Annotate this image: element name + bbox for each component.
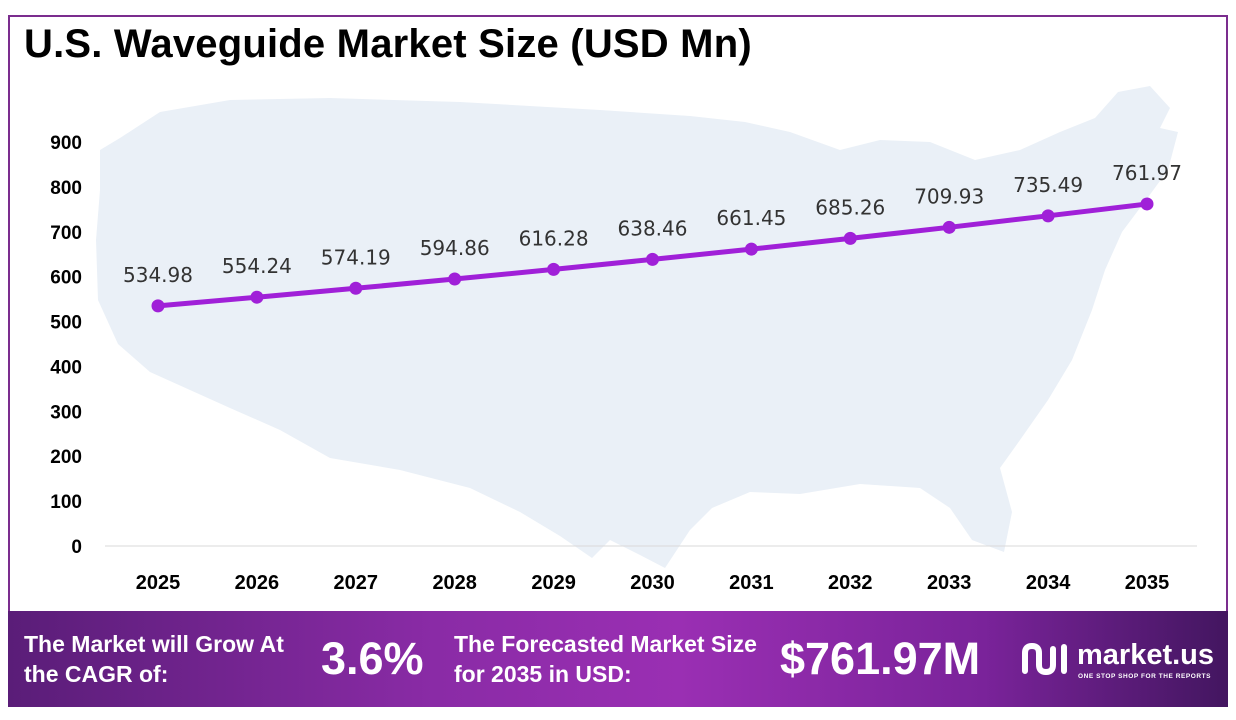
x-tick-label: 2028 [432, 572, 477, 594]
market-us-logo-icon [1022, 642, 1067, 676]
data-label: 638.46 [618, 216, 688, 240]
y-tick-label: 600 [50, 268, 82, 289]
data-point [744, 242, 758, 256]
y-tick-label: 400 [50, 357, 82, 378]
data-point [250, 290, 264, 304]
y-tick-label: 800 [50, 178, 82, 199]
data-label: 685.26 [815, 195, 885, 219]
y-tick-label: 300 [50, 402, 82, 423]
data-label: 709.93 [914, 184, 984, 208]
y-axis-ticks: 0 100 200 300 400 500 600 700 800 900 [50, 133, 82, 558]
x-tick-label: 2034 [1026, 572, 1071, 594]
data-label: 594.86 [420, 236, 490, 260]
x-axis-ticks: 2025 2026 2027 2028 2029 2030 2031 2032 2033 2034… [136, 572, 1170, 594]
us-map-background [96, 86, 1178, 568]
y-tick-label: 100 [50, 492, 82, 513]
x-tick-label: 2030 [630, 572, 675, 594]
series-markers [151, 197, 1154, 313]
data-label: 574.19 [321, 245, 391, 269]
cagr-value: 3.6% [321, 633, 424, 684]
data-label: 616.28 [519, 226, 589, 250]
x-tick-label: 2032 [828, 572, 873, 594]
x-tick-label: 2035 [1125, 572, 1170, 594]
cagr-text: The Market will Grow At the CAGR of: [24, 631, 284, 687]
x-tick-label: 2031 [729, 572, 774, 594]
data-point [151, 299, 165, 313]
forecast-text: The Forecasted Market Size for 2035 in U… [454, 631, 757, 687]
data-label: 761.97 [1112, 161, 1182, 185]
y-tick-label: 900 [50, 133, 82, 154]
y-tick-label: 200 [50, 447, 82, 468]
data-point [448, 272, 462, 286]
summary-banner: The Market will Grow At the CAGR of: 3.6… [8, 611, 1228, 707]
data-label: 534.98 [123, 263, 193, 287]
data-point [843, 231, 857, 245]
y-tick-label: 0 [71, 537, 82, 558]
x-tick-label: 2026 [235, 572, 280, 594]
x-tick-label: 2025 [136, 572, 181, 594]
y-tick-label: 500 [50, 313, 82, 334]
data-point [1041, 209, 1055, 223]
data-point [1140, 197, 1154, 211]
brand-logo: market.us ONE STOP SHOP FOR THE REPORTS [1020, 639, 1226, 683]
data-label: 735.49 [1013, 173, 1083, 197]
brand-tagline: ONE STOP SHOP FOR THE REPORTS [1078, 673, 1211, 680]
data-label: 661.45 [716, 206, 786, 230]
data-point [547, 262, 561, 276]
chart-title: U.S. Waveguide Market Size (USD Mn) [24, 22, 752, 66]
x-tick-label: 2029 [531, 572, 576, 594]
forecast-value: $761.97M [780, 633, 981, 684]
x-tick-label: 2033 [927, 572, 972, 594]
brand-name: market.us [1077, 639, 1215, 671]
data-labels: 534.98 554.24 574.19 594.86 616.28 638.46 661.… [123, 161, 1182, 287]
y-tick-label: 700 [50, 223, 82, 244]
data-label: 554.24 [222, 254, 292, 278]
data-point [646, 252, 659, 266]
x-tick-label: 2027 [334, 572, 379, 594]
data-point [349, 281, 363, 295]
data-point [942, 220, 956, 234]
